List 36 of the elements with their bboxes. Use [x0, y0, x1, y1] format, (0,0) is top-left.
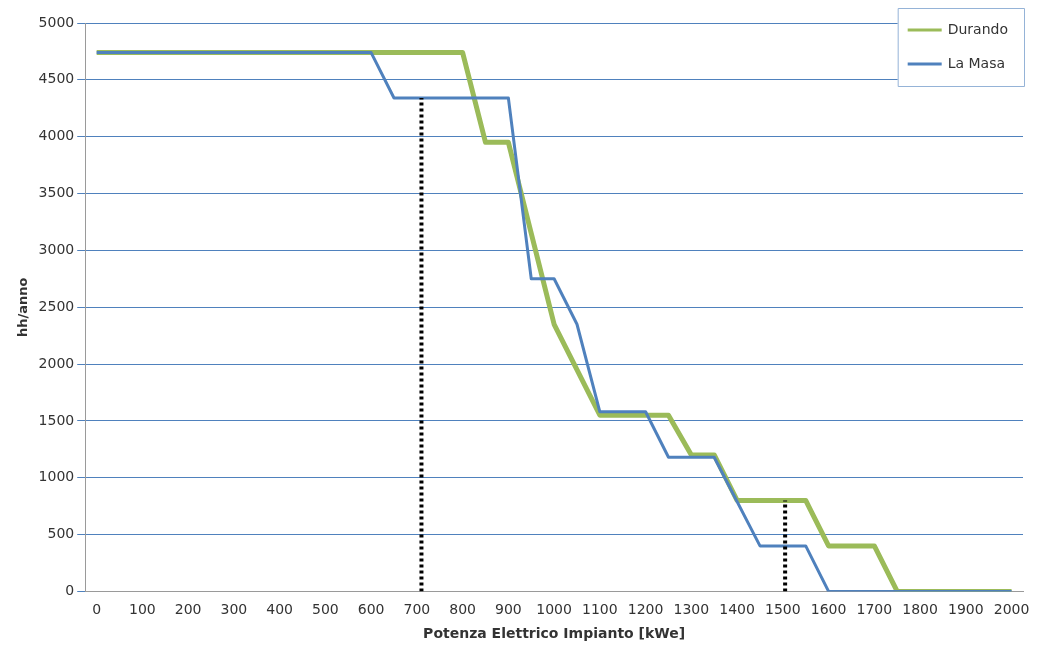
y-axis-title: hh/anno: [15, 277, 31, 337]
x-tick-label: 1800: [902, 601, 938, 618]
y-tick-label: 1000: [38, 468, 75, 485]
y-tick-label: 3500: [38, 184, 75, 201]
x-tick-label: 300: [220, 601, 248, 618]
x-tick-label: 1500: [765, 601, 801, 618]
y-tick-label: 5000: [38, 13, 75, 30]
x-tick-label: 1200: [627, 601, 664, 618]
x-tick-label: 1600: [810, 601, 847, 618]
legend-label: Durando: [947, 20, 1009, 37]
x-tick-label: 200: [174, 601, 202, 618]
y-tick-label: 500: [47, 525, 75, 542]
y-tick-label: 0: [65, 582, 75, 599]
x-tick-label: 900: [495, 601, 522, 618]
y-tick-label: 2000: [38, 354, 75, 371]
x-tick-label: 100: [129, 601, 156, 618]
x-tick-label: 1300: [673, 601, 710, 618]
y-tick-label: 1500: [38, 411, 75, 428]
x-tick-label: 0: [92, 601, 102, 618]
y-tick-label: 4500: [38, 70, 75, 87]
legend-label: La Masa: [947, 54, 1006, 71]
x-axis-title: Potenza Elettrico Impianto [kWe]: [423, 625, 686, 642]
x-tick-label: 800: [449, 601, 476, 618]
x-tick-label: 600: [357, 601, 385, 618]
y-tick-label: 3000: [38, 241, 75, 257]
x-tick-label: 1700: [856, 601, 893, 618]
x-tick-label: 1000: [536, 601, 572, 618]
x-tick-label: 1400: [719, 601, 755, 618]
y-tick-label: 2500: [38, 297, 75, 314]
y-tick-label: 4000: [38, 127, 75, 144]
x-tick-label: 1100: [582, 601, 618, 618]
x-tick-label: 500: [312, 601, 339, 618]
x-tick-label: 1900: [948, 601, 984, 618]
x-tick-label: 700: [403, 601, 431, 618]
x-tick-label: 2000: [993, 601, 1030, 618]
x-tick-label: 400: [266, 601, 294, 618]
